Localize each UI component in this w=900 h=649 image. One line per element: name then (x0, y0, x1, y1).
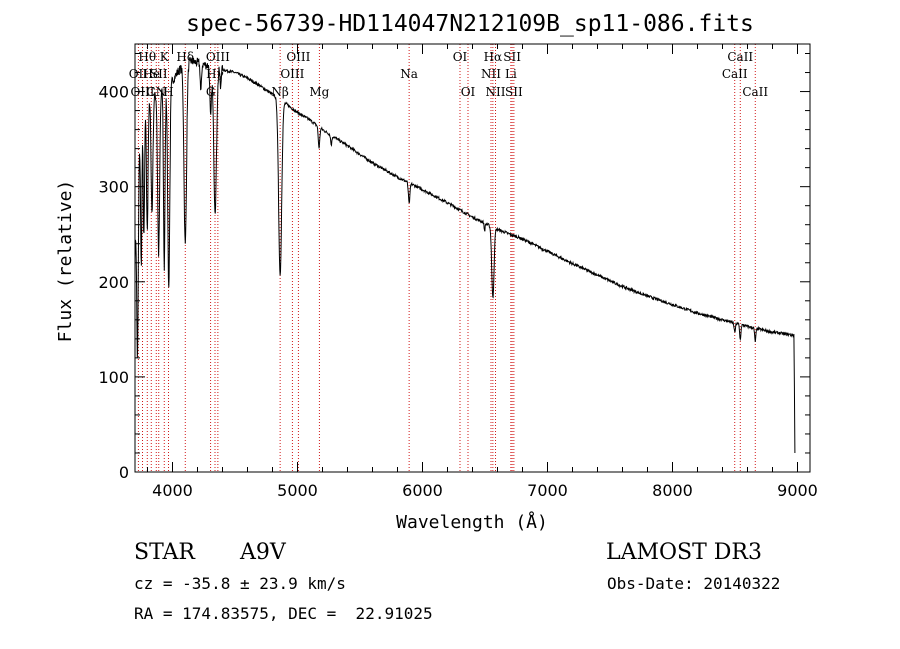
x-tick-label: 8000 (652, 481, 693, 500)
spectral-line-label: OIII (280, 67, 304, 81)
y-axis-label: Flux (relative) (55, 180, 76, 343)
spectral-line-label: He (142, 67, 160, 81)
survey-name: LAMOST DR3 (606, 540, 762, 565)
spectral-line-label: Hα (484, 50, 503, 64)
spectral-line-label: CaII (722, 67, 748, 81)
spectral-line-label: Li (505, 67, 517, 81)
spectral-line-label: SII (503, 50, 521, 64)
spectral-line-label: Na (400, 67, 418, 81)
spectrum-series-line (134, 57, 796, 454)
spectral-line-label: H (163, 85, 173, 99)
x-axis-label: Wavelength (Å) (396, 511, 548, 533)
coordinates-readout: RA = 174.83575, DEC = 22.91025 (134, 604, 433, 623)
spectral-line-label: CaII (742, 85, 768, 99)
spectral-line-label: SII (505, 85, 523, 99)
spectral-line-label: G (206, 85, 216, 99)
x-tick-label: 7000 (527, 481, 568, 500)
plot-frame (134, 43, 811, 473)
x-tick-label: 6000 (402, 481, 443, 500)
spectral-line-label: NII (481, 67, 501, 81)
spectral-line-label: CN (146, 85, 166, 99)
spectral-line-label: CaII (727, 50, 753, 64)
spectral-line-label: OII (129, 67, 149, 81)
redshift-readout: cz = -35.8 ± 23.9 km/s (134, 574, 346, 593)
spectral-line-label: Nβ (271, 85, 289, 99)
spectral-line-markers (137, 44, 756, 472)
spectral-line-label: OIII (206, 50, 230, 64)
spectral-line-label: OI (453, 50, 468, 64)
spectral-line-label: OIII (130, 85, 154, 99)
y-tick-label: 0 (119, 463, 129, 482)
spectral-line-label: NII (486, 85, 506, 99)
spectral-line-label: Hθ (138, 50, 156, 64)
x-tick-label: 5000 (277, 481, 318, 500)
object-type: STAR (134, 540, 195, 565)
chart-title: spec-56739-HD114047N212109B_sp11-086.fit… (186, 11, 754, 37)
spectral-line-label: Mg (309, 85, 329, 99)
spectral-line-label: Hδ (176, 50, 194, 64)
spectral-line-label: OI (461, 85, 476, 99)
y-tick-label: 400 (98, 83, 129, 102)
x-tick-label: 9000 (777, 481, 818, 500)
spectral-line-label: Hγ (206, 67, 224, 81)
x-tick-label: 4000 (152, 481, 193, 500)
spectral-line-label: OIII (286, 50, 310, 64)
axis-ticks: 4000 5000 6000 7000 8000 9000 0 100 200 300 400 (98, 44, 818, 500)
y-tick-label: 100 (98, 368, 129, 387)
spectral-line-label: K (160, 50, 170, 64)
spectral-class: A9V (240, 540, 286, 565)
y-tick-label: 200 (98, 273, 129, 292)
spectral-line-label: SII (150, 67, 168, 81)
y-tick-label: 300 (98, 178, 129, 197)
observation-date: Obs-Date: 20140322 (607, 574, 781, 593)
